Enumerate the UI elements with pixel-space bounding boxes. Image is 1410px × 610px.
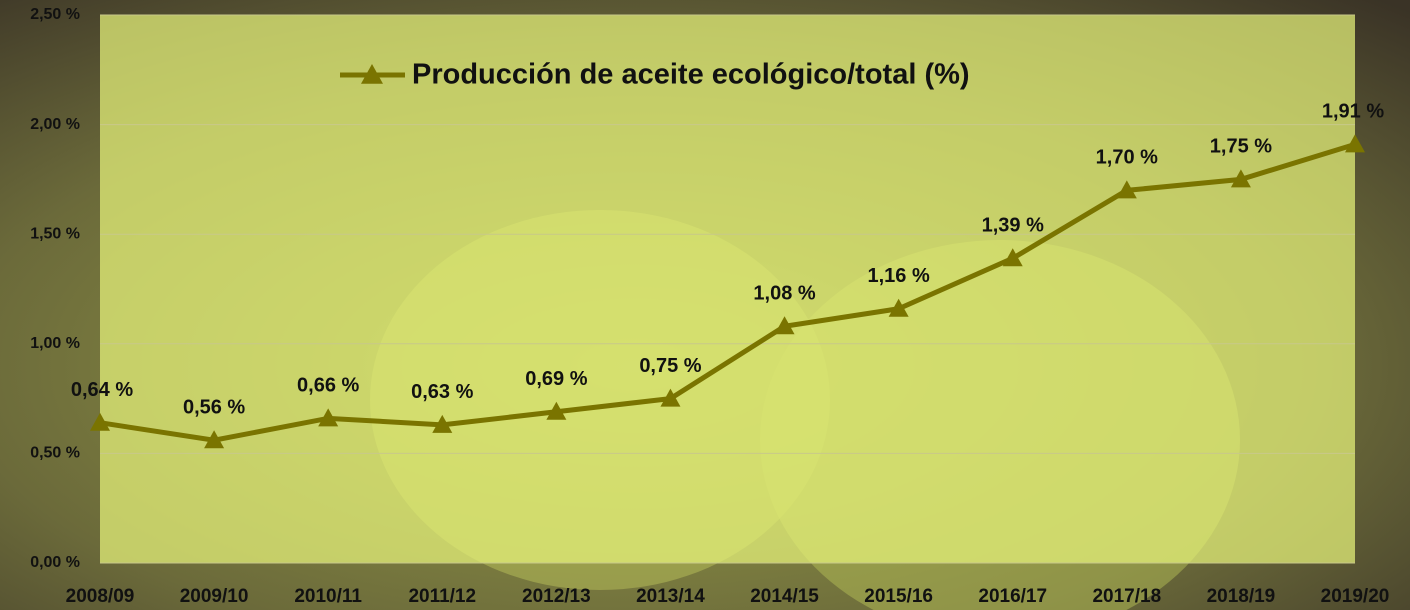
data-label: 1,75 %	[1210, 136, 1272, 158]
y-tick-label: 2,00 %	[30, 116, 80, 133]
x-tick-label: 2018/19	[1207, 586, 1276, 607]
data-label: 0,75 %	[639, 355, 701, 377]
x-tick-label: 2011/12	[408, 586, 476, 607]
x-tick-label: 2016/17	[978, 586, 1047, 607]
x-tick-label: 2019/20	[1321, 586, 1390, 607]
data-label: 0,56 %	[183, 397, 245, 419]
data-label: 1,08 %	[753, 283, 815, 305]
x-tick-label: 2010/11	[294, 586, 362, 607]
x-tick-label: 2017/18	[1092, 586, 1161, 607]
x-tick-label: 2014/15	[750, 586, 819, 607]
data-label: 1,70 %	[1096, 147, 1158, 169]
x-tick-label: 2012/13	[522, 586, 591, 607]
x-tick-label: 2009/10	[180, 586, 249, 607]
data-label: 0,63 %	[411, 381, 473, 403]
y-tick-label: 0,50 %	[30, 445, 80, 462]
plot-area	[100, 15, 1355, 563]
data-label: 1,39 %	[982, 215, 1044, 237]
chart: 0,00 % 0,50 % 1,00 % 1,50 % 2,00 % 2,50 % 2008…	[0, 0, 1410, 610]
data-label: 0,69 %	[525, 368, 587, 390]
y-tick-label: 1,00 %	[30, 335, 80, 352]
data-label: 1,91 %	[1322, 101, 1384, 123]
data-label: 1,16 %	[868, 265, 930, 287]
data-label: 0,64 %	[71, 379, 133, 401]
y-tick-label: 0,00 %	[30, 554, 80, 571]
y-tick-label: 2,50 %	[30, 6, 80, 23]
legend-label: Producción de aceite ecológico/total (%)	[412, 59, 970, 91]
x-tick-label: 2013/14	[636, 586, 705, 607]
x-tick-label: 2015/16	[864, 586, 933, 607]
data-label: 0,66 %	[297, 375, 359, 397]
x-tick-label: 2008/09	[66, 586, 135, 607]
y-tick-label: 1,50 %	[30, 225, 80, 242]
